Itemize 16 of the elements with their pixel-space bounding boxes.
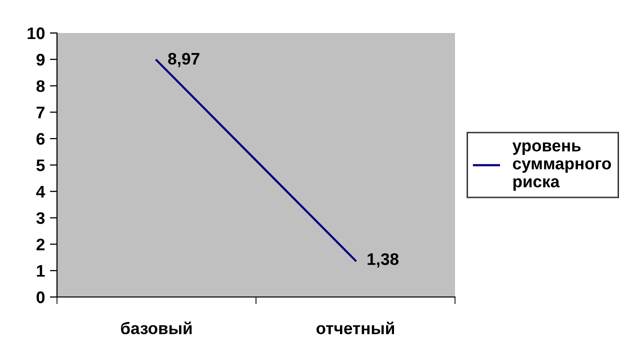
y-tick-label: 9 bbox=[36, 54, 45, 66]
data-label: 1,38 bbox=[368, 253, 399, 268]
y-tick-label: 7 bbox=[36, 106, 44, 118]
y-tick-label: 0 bbox=[36, 291, 45, 304]
y-tick-label: 5 bbox=[36, 160, 45, 172]
legend-label: уровень суммарного риска bbox=[512, 142, 611, 191]
y-tick-label: 3 bbox=[36, 212, 45, 224]
y-tick-label: 6 bbox=[36, 133, 45, 145]
y-tick-label: 4 bbox=[36, 186, 46, 198]
x-tick-label: отчетный bbox=[316, 322, 394, 334]
y-tick-label: 2 bbox=[36, 238, 45, 250]
y-tick-label: 1 bbox=[36, 265, 45, 277]
y-tick-label: 10 bbox=[28, 27, 45, 40]
data-label: 8,97 bbox=[168, 52, 200, 68]
x-tick-label: базовый bbox=[120, 322, 192, 334]
y-tick-label: 8 bbox=[36, 80, 45, 92]
